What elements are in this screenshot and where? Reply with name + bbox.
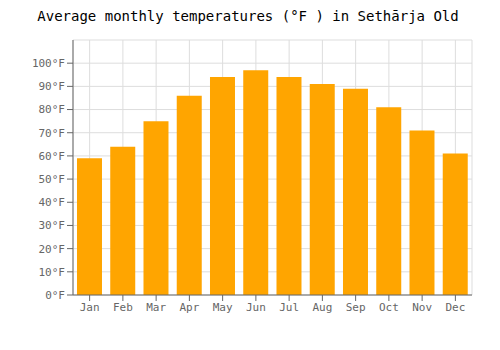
svg-text:60°F: 60°F — [39, 150, 66, 163]
svg-text:Aug: Aug — [312, 301, 332, 314]
svg-text:20°F: 20°F — [39, 243, 66, 256]
svg-text:50°F: 50°F — [39, 173, 66, 186]
svg-text:Jul: Jul — [279, 301, 299, 314]
svg-text:30°F: 30°F — [39, 219, 66, 232]
svg-text:Apr: Apr — [179, 301, 199, 314]
svg-text:10°F: 10°F — [39, 266, 66, 279]
svg-text:40°F: 40°F — [39, 196, 66, 209]
svg-text:90°F: 90°F — [39, 80, 66, 93]
svg-text:100°F: 100°F — [32, 57, 65, 70]
svg-text:Jan: Jan — [80, 301, 100, 314]
svg-text:70°F: 70°F — [39, 127, 66, 140]
svg-text:Mar: Mar — [146, 301, 166, 314]
svg-text:80°F: 80°F — [39, 103, 66, 116]
svg-text:0°F: 0°F — [45, 289, 65, 302]
svg-text:Oct: Oct — [379, 301, 399, 314]
svg-text:May: May — [213, 301, 233, 314]
html-text:Average monthly temperatures (: Average monthly temperatures (°F ) in Se… — [37, 8, 459, 24]
svg-text:Nov: Nov — [412, 301, 432, 314]
svg-text:Dec: Dec — [445, 301, 465, 314]
svg-text:Sep: Sep — [346, 301, 366, 314]
svg-text:Jun: Jun — [246, 301, 266, 314]
svg-text:Feb: Feb — [113, 301, 133, 314]
